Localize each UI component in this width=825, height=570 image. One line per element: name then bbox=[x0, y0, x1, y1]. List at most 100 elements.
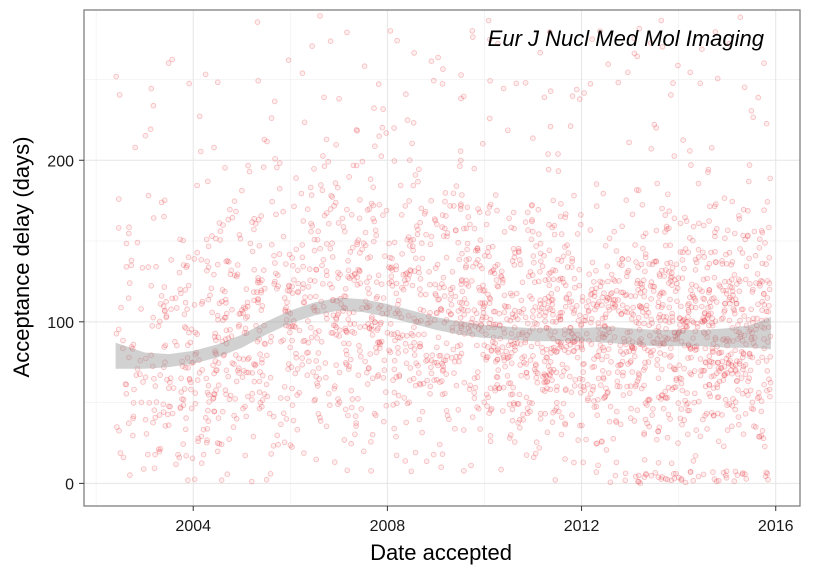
data-point bbox=[594, 353, 600, 359]
data-point bbox=[524, 209, 531, 216]
data-point bbox=[393, 433, 399, 440]
data-point bbox=[351, 271, 358, 278]
data-point bbox=[636, 341, 643, 347]
data-point bbox=[766, 254, 772, 261]
data-point bbox=[675, 275, 682, 281]
data-point bbox=[342, 305, 349, 312]
data-point bbox=[544, 429, 551, 436]
data-point bbox=[424, 320, 431, 327]
data-point bbox=[244, 313, 251, 320]
data-point bbox=[619, 302, 626, 309]
data-point bbox=[458, 203, 464, 209]
data-point bbox=[616, 261, 623, 267]
data-point bbox=[599, 367, 606, 374]
data-point bbox=[549, 307, 556, 314]
data-point bbox=[747, 326, 754, 333]
data-point bbox=[386, 240, 392, 247]
data-point bbox=[206, 399, 212, 405]
data-point bbox=[661, 351, 668, 358]
data-point bbox=[257, 399, 264, 406]
data-point bbox=[729, 288, 736, 295]
data-point bbox=[233, 273, 240, 280]
data-point bbox=[367, 254, 374, 260]
data-point bbox=[260, 164, 267, 171]
data-point bbox=[719, 337, 726, 343]
data-point bbox=[422, 291, 429, 298]
data-point bbox=[451, 358, 458, 365]
data-point bbox=[467, 382, 474, 389]
data-point bbox=[641, 345, 648, 352]
data-point bbox=[556, 277, 562, 283]
data-point bbox=[639, 202, 646, 208]
data-point bbox=[646, 261, 652, 267]
data-point bbox=[252, 361, 259, 368]
data-point bbox=[313, 456, 320, 463]
data-point bbox=[536, 445, 542, 451]
data-point bbox=[501, 229, 508, 235]
data-point bbox=[560, 253, 567, 260]
data-point bbox=[612, 472, 619, 479]
data-point bbox=[404, 270, 410, 276]
data-point bbox=[678, 476, 685, 482]
data-point bbox=[295, 289, 301, 296]
data-point bbox=[735, 414, 742, 420]
y-tick-label: 100 bbox=[47, 315, 74, 332]
data-point bbox=[545, 326, 552, 332]
data-point bbox=[566, 373, 573, 380]
data-point bbox=[150, 419, 156, 426]
data-point bbox=[231, 198, 238, 205]
data-point bbox=[766, 286, 773, 293]
data-point bbox=[196, 370, 203, 376]
data-point bbox=[615, 362, 621, 369]
data-point bbox=[487, 269, 494, 276]
data-point bbox=[750, 340, 757, 346]
data-point bbox=[340, 224, 347, 230]
data-point bbox=[534, 370, 541, 377]
data-point bbox=[312, 293, 319, 300]
data-point bbox=[386, 280, 393, 286]
data-point bbox=[323, 374, 329, 381]
data-point bbox=[631, 50, 638, 57]
data-point bbox=[733, 281, 740, 287]
data-point bbox=[243, 286, 250, 292]
data-point bbox=[394, 400, 400, 407]
data-point bbox=[575, 317, 582, 324]
data-point bbox=[751, 334, 758, 341]
data-point bbox=[702, 383, 709, 390]
data-point bbox=[723, 251, 729, 258]
data-point bbox=[117, 450, 124, 456]
data-point bbox=[567, 123, 574, 129]
data-point bbox=[192, 400, 199, 407]
data-point bbox=[362, 242, 369, 249]
data-point bbox=[715, 350, 722, 356]
data-point bbox=[598, 439, 605, 445]
data-point bbox=[713, 370, 720, 377]
data-point bbox=[237, 310, 244, 317]
data-point bbox=[192, 351, 199, 358]
data-point bbox=[755, 301, 761, 308]
data-point bbox=[349, 244, 356, 251]
data-point bbox=[241, 330, 248, 336]
data-point bbox=[441, 293, 448, 299]
data-point bbox=[210, 395, 217, 401]
data-point bbox=[433, 376, 440, 383]
data-point bbox=[524, 374, 530, 380]
data-point bbox=[205, 296, 212, 303]
data-point bbox=[723, 468, 730, 475]
data-point bbox=[146, 399, 153, 406]
data-point bbox=[679, 318, 685, 325]
data-point bbox=[555, 408, 562, 415]
data-point bbox=[631, 418, 638, 424]
data-point bbox=[544, 304, 551, 311]
data-point bbox=[654, 336, 661, 342]
data-point bbox=[219, 338, 226, 345]
data-point bbox=[687, 346, 694, 352]
data-point bbox=[714, 384, 721, 391]
data-point bbox=[669, 274, 675, 280]
data-point bbox=[370, 184, 377, 191]
data-point bbox=[256, 243, 263, 249]
data-point bbox=[379, 124, 386, 131]
data-point bbox=[490, 308, 497, 315]
